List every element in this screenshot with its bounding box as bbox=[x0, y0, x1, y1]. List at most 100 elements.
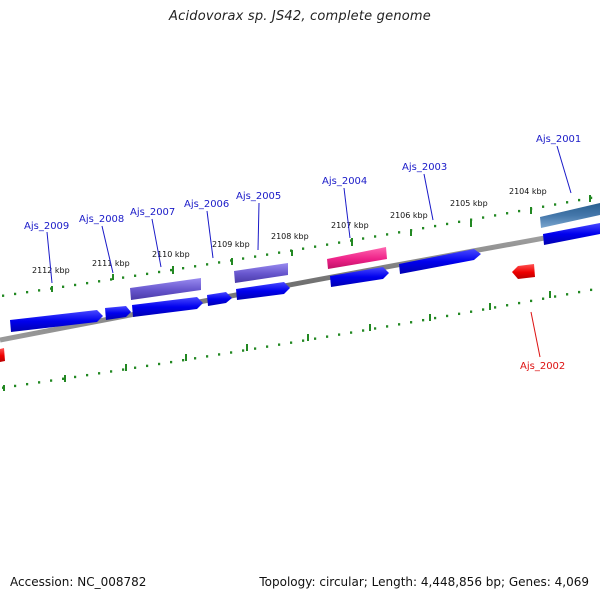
gene-feature-ajs-2001[interactable] bbox=[543, 223, 600, 245]
gene-feature-ajs-2006[interactable] bbox=[207, 292, 232, 306]
label-leaders bbox=[46, 145, 572, 358]
scale-dot bbox=[62, 285, 65, 288]
scale-labels: 2112 kbp 2111 kbp 2110 kbp 2109 kbp 2108… bbox=[32, 187, 547, 275]
scale-dot bbox=[494, 214, 497, 217]
scale-dot bbox=[434, 316, 437, 320]
gene-labels: Ajs_2009 Ajs_2008 Ajs_2007 Ajs_2006 Ajs_… bbox=[24, 134, 581, 372]
gene-label-ajs-2006[interactable]: Ajs_2006 bbox=[184, 199, 229, 210]
scale-dot bbox=[182, 359, 185, 362]
scale-dot bbox=[590, 196, 593, 200]
scale-dot bbox=[266, 345, 269, 348]
scale-dot bbox=[302, 339, 305, 342]
leader-ajs-2005 bbox=[257, 202, 260, 251]
scale-dot bbox=[62, 377, 65, 380]
feature-purple-1[interactable] bbox=[130, 278, 201, 300]
leader-ajs-2007 bbox=[151, 218, 162, 268]
gene-feature-reverse-left[interactable] bbox=[0, 348, 5, 362]
gene-feature-ajs-2008[interactable] bbox=[105, 306, 131, 320]
scale-dot bbox=[398, 323, 401, 326]
leader-ajs-2002 bbox=[530, 311, 541, 358]
scale-dot bbox=[458, 312, 461, 316]
scale-dot bbox=[410, 321, 413, 324]
scale-label: 2107 kbp bbox=[331, 221, 369, 230]
scale-dot bbox=[74, 375, 77, 379]
gene-label-ajs-2008[interactable]: Ajs_2008 bbox=[79, 214, 124, 225]
scale-label: 2106 kbp bbox=[390, 211, 428, 220]
feature-purple-2[interactable] bbox=[234, 263, 288, 283]
leader-ajs-2001 bbox=[556, 145, 572, 194]
scale-dot bbox=[230, 351, 233, 354]
feature-pink-1[interactable] bbox=[327, 247, 387, 269]
scale-dot bbox=[542, 205, 545, 208]
scale-dot bbox=[146, 272, 149, 276]
scale-dot bbox=[38, 289, 41, 292]
scale-dot bbox=[278, 251, 281, 254]
scale-dot bbox=[134, 274, 137, 277]
scale-dot bbox=[446, 222, 449, 226]
scale-dot bbox=[86, 373, 89, 377]
scale-dot bbox=[2, 294, 5, 297]
feature-steel-1[interactable] bbox=[540, 203, 600, 228]
scale-dot bbox=[314, 245, 317, 248]
scale-dot bbox=[350, 331, 353, 334]
page-title: Acidovorax sp. JS42, complete genome bbox=[169, 9, 431, 24]
scale-dot bbox=[362, 237, 365, 240]
gene-feature-ajs-2004[interactable] bbox=[330, 267, 389, 287]
scale-dot bbox=[170, 268, 173, 272]
scale-dot bbox=[326, 243, 329, 246]
gene-label-ajs-2009[interactable]: Ajs_2009 bbox=[24, 221, 69, 232]
scale-dot bbox=[422, 318, 425, 322]
scale-dot bbox=[578, 198, 581, 202]
scale-dot bbox=[218, 353, 221, 356]
gene-feature-ajs-2009[interactable] bbox=[10, 310, 103, 332]
scale-label: 2105 kbp bbox=[450, 199, 488, 208]
scale-dot bbox=[74, 283, 77, 287]
gene-label-ajs-2004[interactable]: Ajs_2004 bbox=[322, 176, 367, 187]
inner-scale-major-ticks bbox=[3, 291, 551, 391]
gene-label-ajs-2007[interactable]: Ajs_2007 bbox=[130, 207, 175, 218]
scale-dot bbox=[386, 325, 389, 328]
scale-label: 2108 kbp bbox=[271, 232, 309, 241]
scale-label: 2110 kbp bbox=[152, 250, 190, 259]
scale-dot bbox=[554, 295, 557, 298]
gene-label-ajs-2002[interactable]: Ajs_2002 bbox=[520, 361, 565, 372]
scale-dot bbox=[26, 382, 29, 386]
scale-dot bbox=[194, 357, 197, 360]
scale-dot bbox=[206, 355, 209, 358]
scale-dot bbox=[326, 335, 329, 338]
reverse-strand-features bbox=[0, 264, 535, 362]
scale-dot bbox=[110, 278, 113, 281]
scale-dot bbox=[422, 226, 425, 230]
scale-dot bbox=[578, 290, 581, 294]
scale-dot bbox=[338, 241, 341, 244]
leader-ajs-2003 bbox=[423, 173, 434, 221]
gene-feature-ajs-2002[interactable] bbox=[512, 264, 535, 279]
scale-dot bbox=[482, 308, 485, 311]
scale-dot bbox=[14, 384, 17, 388]
scale-dot bbox=[98, 372, 101, 375]
scale-dot bbox=[398, 231, 401, 234]
scale-dot bbox=[506, 304, 509, 307]
scale-dot bbox=[470, 218, 473, 221]
scale-dot bbox=[266, 253, 269, 256]
gene-feature-ajs-2005[interactable] bbox=[236, 282, 290, 300]
gene-feature-ajs-2007[interactable] bbox=[132, 297, 203, 317]
scale-dot bbox=[374, 327, 377, 330]
leader-ajs-2004 bbox=[343, 187, 351, 239]
scale-dot bbox=[146, 364, 149, 368]
gene-label-ajs-2005[interactable]: Ajs_2005 bbox=[236, 191, 281, 202]
gene-feature-ajs-2003[interactable] bbox=[399, 249, 481, 274]
gene-label-ajs-2003[interactable]: Ajs_2003 bbox=[402, 162, 447, 173]
scale-dot bbox=[14, 292, 17, 296]
scale-dot bbox=[314, 337, 317, 340]
leader-ajs-2006 bbox=[206, 210, 214, 259]
scale-dot bbox=[50, 379, 53, 382]
scale-dot bbox=[158, 362, 161, 366]
scale-dot bbox=[338, 333, 341, 336]
leader-ajs-2008 bbox=[101, 225, 114, 274]
scale-dot bbox=[86, 281, 89, 285]
scale-dot bbox=[182, 267, 185, 270]
gene-label-ajs-2001[interactable]: Ajs_2001 bbox=[536, 134, 581, 145]
